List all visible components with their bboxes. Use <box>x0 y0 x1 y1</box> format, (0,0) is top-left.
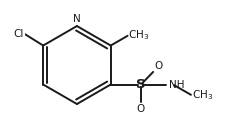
Text: NH: NH <box>169 79 184 89</box>
Text: S: S <box>135 78 145 91</box>
Text: O: O <box>154 61 162 71</box>
Text: CH$_3$: CH$_3$ <box>191 88 212 102</box>
Text: O: O <box>136 104 144 114</box>
Text: Cl: Cl <box>14 29 24 39</box>
Text: N: N <box>73 15 81 24</box>
Text: CH$_3$: CH$_3$ <box>128 28 149 42</box>
